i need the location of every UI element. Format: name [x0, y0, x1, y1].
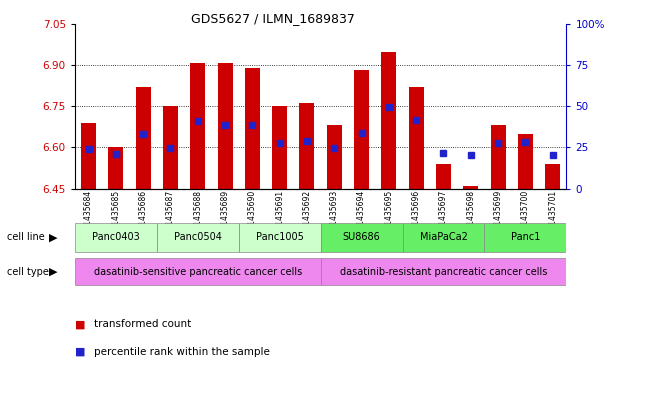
Bar: [272, 106, 287, 189]
Bar: [81, 123, 96, 189]
Bar: [108, 147, 123, 189]
Text: ■: ■: [75, 347, 85, 357]
Text: SU8686: SU8686: [342, 232, 380, 242]
Bar: [545, 164, 561, 189]
Text: transformed count: transformed count: [94, 319, 191, 329]
Bar: [436, 164, 451, 189]
Text: MiaPaCa2: MiaPaCa2: [419, 232, 467, 242]
Bar: [327, 125, 342, 189]
Text: Panc0403: Panc0403: [92, 232, 140, 242]
Text: percentile rank within the sample: percentile rank within the sample: [94, 347, 270, 357]
Text: Panc0504: Panc0504: [174, 232, 222, 242]
Text: Panc1: Panc1: [511, 232, 540, 242]
Text: dasatinib-sensitive pancreatic cancer cells: dasatinib-sensitive pancreatic cancer ce…: [94, 266, 302, 277]
Bar: [464, 186, 478, 189]
Bar: [239, 223, 320, 252]
Bar: [491, 125, 506, 189]
Bar: [217, 63, 232, 189]
Bar: [409, 87, 424, 189]
Bar: [135, 87, 150, 189]
Text: cell line: cell line: [7, 232, 44, 242]
Bar: [484, 223, 566, 252]
Bar: [518, 134, 533, 189]
Bar: [157, 223, 239, 252]
Text: Panc1005: Panc1005: [256, 232, 303, 242]
Text: cell type: cell type: [7, 266, 48, 277]
Bar: [75, 258, 320, 285]
Bar: [299, 103, 314, 189]
Bar: [75, 223, 157, 252]
Bar: [381, 52, 396, 189]
Bar: [320, 258, 566, 285]
Text: dasatinib-resistant pancreatic cancer cells: dasatinib-resistant pancreatic cancer ce…: [340, 266, 547, 277]
Bar: [402, 223, 484, 252]
Text: ■: ■: [75, 319, 85, 329]
Text: ▶: ▶: [49, 266, 57, 277]
Bar: [320, 223, 402, 252]
Bar: [163, 106, 178, 189]
Bar: [245, 68, 260, 189]
Bar: [190, 63, 205, 189]
Text: ▶: ▶: [49, 232, 57, 242]
Bar: [354, 70, 369, 189]
Text: GDS5627 / ILMN_1689837: GDS5627 / ILMN_1689837: [191, 12, 355, 25]
